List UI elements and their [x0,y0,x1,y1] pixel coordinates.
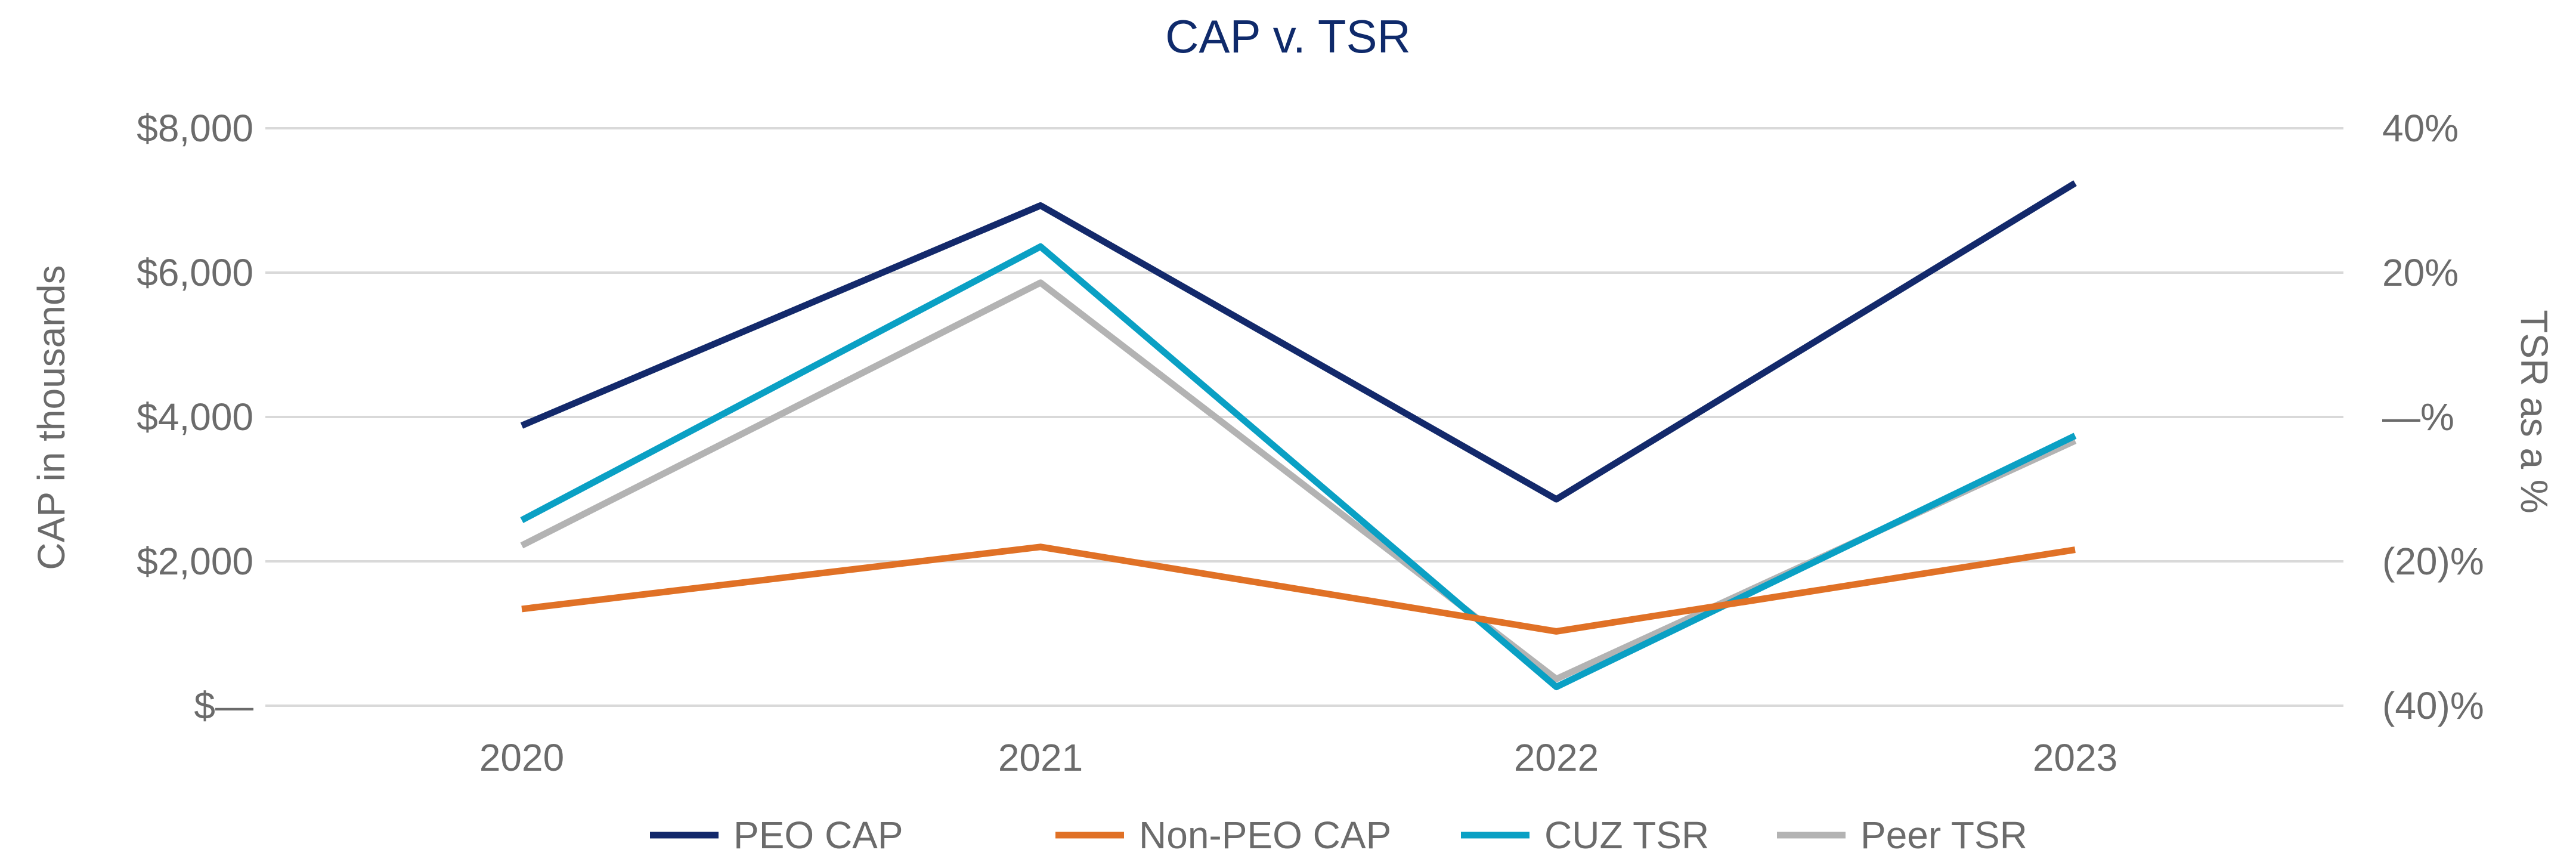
right-tick-label: (20)% [2382,540,2484,583]
right-tick-label: 20% [2382,251,2459,294]
chart-title: CAP v. TSR [1165,10,1411,63]
left-tick-label: $6,000 [137,251,253,294]
x-tick-label: 2022 [1514,736,1599,779]
series-line-cuz-tsr [520,243,2077,690]
right-tick-label: —% [2382,395,2454,438]
x-axis-ticks: 2020 2021 2022 2023 [479,736,2117,779]
series-line-peo-cap [520,180,2077,503]
legend-item-peo-cap: PEO CAP [650,814,903,857]
left-axis-label: CAP in thousands [30,265,73,570]
legend-label: Peer TSR [1860,814,2027,857]
left-tick-label: $— [194,684,253,727]
left-axis-ticks: $— $2,000 $4,000 $6,000 $8,000 [137,107,253,727]
series-line-peer-tsr [520,279,2077,682]
x-tick-label: 2021 [998,736,1083,779]
left-tick-label: $4,000 [137,395,253,438]
legend: PEO CAP Non-PEO CAP CUZ TSR Peer TSR [650,814,2027,857]
legend-label: PEO CAP [733,814,903,857]
right-axis-label: TSR as a % [2513,310,2556,513]
series-lines [520,180,2077,690]
legend-item-peer-tsr: Peer TSR [1777,814,2027,857]
legend-label: Non-PEO CAP [1139,814,1391,857]
right-tick-label: (40)% [2382,684,2484,727]
left-tick-label: $2,000 [137,540,253,583]
right-tick-label: 40% [2382,107,2459,150]
legend-label: CUZ TSR [1544,814,1709,857]
series-line-non-peo-cap [521,543,2076,635]
left-tick-label: $8,000 [137,107,253,150]
legend-item-non-peo-cap: Non-PEO CAP [1055,814,1391,857]
x-tick-label: 2020 [479,736,564,779]
right-axis-ticks: (40)% (20)% —% 20% 40% [2382,107,2484,727]
x-tick-label: 2023 [2033,736,2117,779]
gridlines [265,127,2343,707]
legend-item-cuz-tsr: CUZ TSR [1461,814,1709,857]
